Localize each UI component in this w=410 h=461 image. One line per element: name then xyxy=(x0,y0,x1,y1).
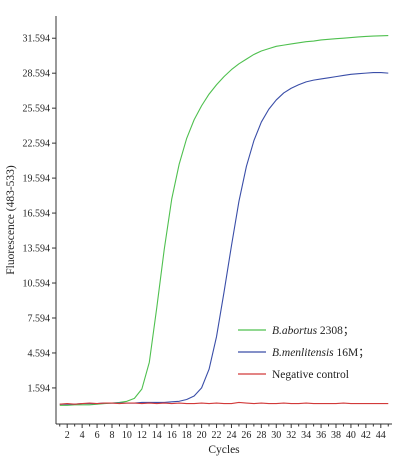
x-tick-label: 20 xyxy=(197,430,207,441)
y-tick-label: 1.594 xyxy=(28,383,51,394)
y-tick-label: 22.594 xyxy=(23,139,51,150)
x-tick-label: 36 xyxy=(316,430,326,441)
y-tick-label: 7.594 xyxy=(28,313,51,324)
x-tick-label: 18 xyxy=(182,430,192,441)
x-tick-label: 2 xyxy=(65,430,70,441)
legend: B.abortus 2308； B.menlitensis 16M； Negativ… xyxy=(238,325,370,381)
x-tick-label: 14 xyxy=(152,430,162,441)
y-tick-label: 28.594 xyxy=(23,69,51,80)
y-tick-label: 19.594 xyxy=(23,174,51,185)
x-tick-label: 40 xyxy=(346,430,356,441)
x-tick-label: 16 xyxy=(167,430,177,441)
x-tick-label: 12 xyxy=(137,430,147,441)
y-tick-label: 4.594 xyxy=(28,348,51,359)
y-axis-label: Fluorescence (483-533) xyxy=(5,165,17,275)
y-tick-label: 31.594 xyxy=(23,34,51,45)
y-tick-label: 10.594 xyxy=(23,279,51,290)
x-tick-label: 8 xyxy=(110,430,115,441)
x-tick-label: 6 xyxy=(95,430,100,441)
x-tick-label: 26 xyxy=(241,430,251,441)
axes-layer: 1.594 4.594 7.594 10.594 13.594 16.594 19.594 2… xyxy=(23,16,392,441)
y-tick-label: 16.594 xyxy=(23,209,51,220)
x-tick-label: 4 xyxy=(80,430,85,441)
x-tick-label: 32 xyxy=(286,430,296,441)
x-tick-label: 30 xyxy=(271,430,281,441)
x-tick-label: 22 xyxy=(212,430,222,441)
series-layer xyxy=(59,35,389,406)
legend-label-2: B.menlitensis 16M； xyxy=(272,347,370,359)
x-tick-label: 38 xyxy=(331,430,341,441)
y-tick-label: 25.594 xyxy=(23,104,51,115)
legend-label-1: B.abortus 2308； xyxy=(272,325,354,337)
x-tick-label: 34 xyxy=(301,430,311,441)
x-tick-label: 42 xyxy=(361,430,371,441)
legend-label-3: Negative control xyxy=(272,369,349,381)
x-tick-label: 24 xyxy=(226,430,236,441)
y-tick-label: 13.594 xyxy=(23,244,51,255)
x-tick-label: 10 xyxy=(122,430,132,441)
x-tick-label: 28 xyxy=(256,430,266,441)
x-axis-label: Cycles xyxy=(208,444,240,456)
series-line-3 xyxy=(59,401,389,405)
x-tick-label: 44 xyxy=(376,430,386,441)
